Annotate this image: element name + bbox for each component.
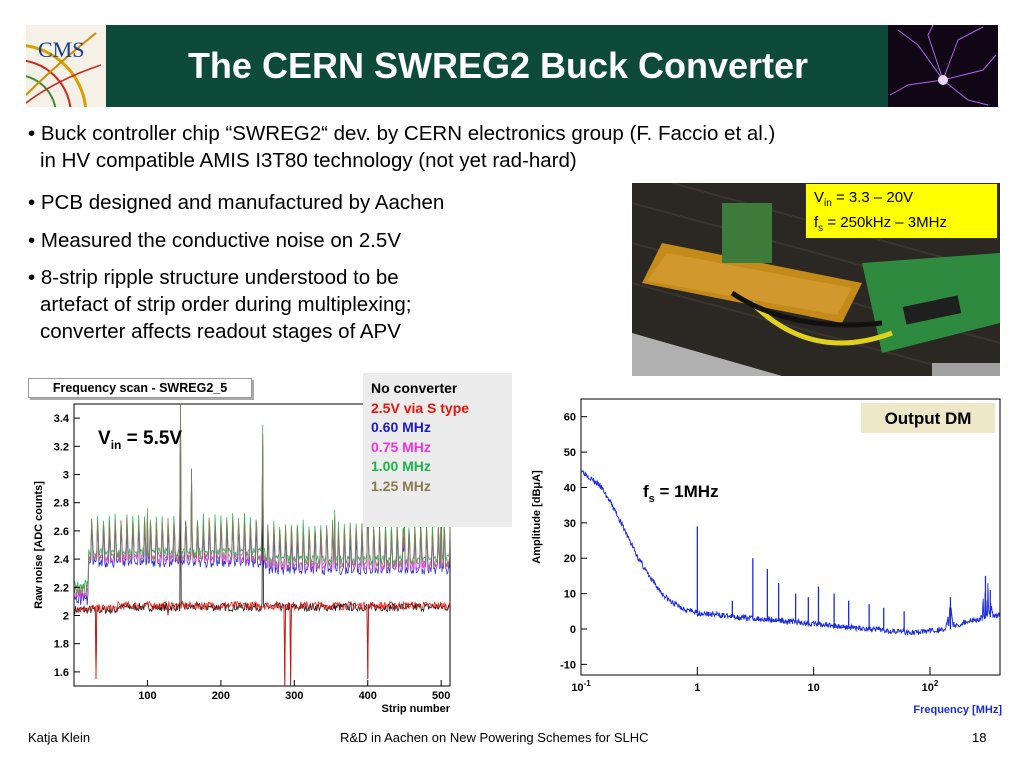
photo-specs-label: Vin = 3.3 – 20V fs = 250kHz – 3MHz [805,183,998,239]
y-tick-label: 3.2 [54,441,69,453]
logo-text: CMS [38,37,84,62]
x-tick-label: 10-1 [571,679,591,694]
y-tick-label: 3 [63,470,69,482]
y-tick-label: 1.6 [54,667,69,679]
cms-logo: CMS [26,25,106,107]
x-axis-label: Frequency [MHz] [913,704,1002,716]
output-dm-label: Output DM [885,409,972,428]
fs-range: fs = 250kHz – 3MHz [814,214,947,234]
y-tick-label: 30 [564,518,576,530]
y-tick-label: 60 [564,412,576,424]
y-tick-label: 20 [564,553,576,565]
legend-item: 1.00 MHz [371,458,431,474]
plot-frame [580,398,1001,676]
y-tick-label: -10 [560,659,576,671]
bullet-1-line-1: • Buck controller chip “SWREG2“ dev. by … [28,122,776,145]
output-dm-chart: -10 0 10 20 30 40 50 60 10-1 1 10 102 Frequency [MHz… [531,398,1002,716]
x-tick-label: 200 [212,690,230,702]
legend-item: No converter [371,380,458,396]
x-tick-label: 10 [808,682,820,694]
legend-item: 2.5V via S type [371,399,470,416]
fs-annotation: fs = 1MHz [643,482,719,505]
y-tick-label: 1.8 [54,639,69,651]
bullet-1-line-2: in HV compatible AMIS I3T80 technology (… [40,149,577,172]
noise-chart-title: Frequency scan - SWREG2_5 [28,378,252,398]
x-tick-label: 1 [694,682,700,694]
bullet-2-line-1: • PCB designed and manufactured by Aache… [28,191,445,214]
y-tick-label: 2.6 [54,526,69,538]
y-tick-label: 2 [63,611,69,623]
bullet-2: • PCB designed and manufactured by Aache… [28,189,444,216]
bullet-4-line-2: artefact of strip order during multiplex… [40,293,412,316]
bullet-4: • 8-strip ripple structure understood to… [28,264,411,345]
footer-talk-title: R&D in Aachen on New Powering Schemes fo… [340,730,649,745]
legend-item: 0.60 MHz [371,419,431,435]
legend-item: 0.75 MHz [371,438,431,455]
footer-author: Katja Klein [28,730,91,745]
y-tick-label: 50 [564,447,576,459]
spectrum-line [580,469,1001,636]
legend-item: 1.25 MHz [371,477,431,494]
x-tick-label: 100 [138,690,156,702]
series-line [74,600,451,687]
y-tick-label: 0 [570,624,576,636]
bullet-4-line-3: converter affects readout stages of APV [40,320,401,343]
x-tick-label: 400 [359,690,377,702]
header-bar [26,25,998,107]
vin-annotation: Vin = 5.5V [98,428,182,452]
x-tick-label: 300 [285,690,303,702]
x-axis-label: Strip number [382,703,451,715]
x-tick-label: 102 [922,679,939,694]
slide-title: The CERN SWREG2 Buck Converter [187,45,809,86]
y-axis-label: Raw noise [ADC counts] [33,481,45,609]
y-tick-label: 2.2 [54,582,69,594]
plasma-image [888,25,998,107]
x-tick-label: 500 [432,690,450,702]
output-dm-box [861,403,995,433]
bullet-1: • Buck controller chip “SWREG2“ dev. by … [28,120,775,174]
y-axis-label: Amplitude [dBμA] [531,470,543,564]
legend: No converter 2.5V via S type 0.60 MHz 0.… [363,373,512,527]
bullet-4-line-1: • 8-strip ripple structure understood to… [28,266,399,289]
y-tick-label: 2.4 [54,554,70,566]
series-line [74,403,451,597]
y-tick-label: 40 [564,482,576,494]
series-line [74,448,451,687]
y-tick-label: 3.4 [54,413,70,425]
bullet-3-line-1: • Measured the conductive noise on 2.5V [28,229,401,252]
footer-page-number: 18 [972,730,987,745]
bullet-3: • Measured the conductive noise on 2.5V [28,227,401,254]
vin-range: Vin = 3.3 – 20V [814,189,914,209]
y-tick-label: 2.8 [54,498,69,510]
y-tick-label: 10 [564,589,576,601]
